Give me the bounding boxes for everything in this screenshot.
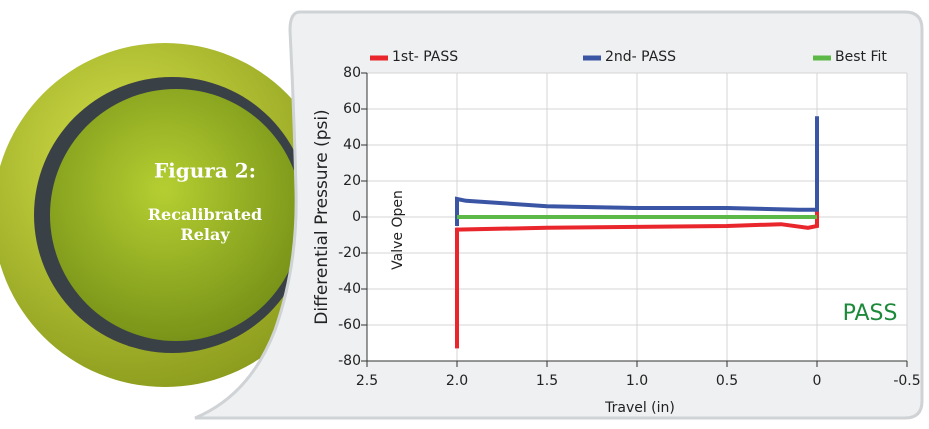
y-tick-label: 60 <box>343 101 361 117</box>
figure-caption: Recalibrated Relay <box>140 205 270 245</box>
x-tick-label: -0.5 <box>893 373 920 389</box>
x-tick-label: 0 <box>813 373 822 389</box>
y-tick-label: -40 <box>338 281 361 297</box>
x-tick-label: 2.0 <box>446 373 468 389</box>
x-axis-label: Travel (in) <box>604 400 675 416</box>
x-tick-label: 0.5 <box>716 373 738 389</box>
legend-label: 1st- PASS <box>392 49 458 65</box>
figure-label: Figura 2: <box>154 159 256 183</box>
page: Figura 2: Recalibrated Relay Differentia… <box>0 0 929 425</box>
y-axis-label: Differential Pressure (psi) <box>312 109 332 324</box>
y-tick-label: 80 <box>343 65 361 81</box>
legend-label: Best Fit <box>835 49 887 65</box>
y-tick-label: 0 <box>352 209 361 225</box>
y-tick-label: -80 <box>338 353 361 369</box>
y-tick-label: -20 <box>338 245 361 261</box>
x-tick-label: 1.5 <box>536 373 558 389</box>
chart: Figura 2: Recalibrated Relay Differentia… <box>0 0 929 425</box>
legend-label: 2nd- PASS <box>605 49 676 65</box>
caption-box: Recalibrated Relay <box>140 205 270 265</box>
y-tick-label: 40 <box>343 137 361 153</box>
y-tick-label: 20 <box>343 173 361 189</box>
annotation: Valve Open <box>390 190 406 270</box>
x-tick-label: 1.0 <box>626 373 648 389</box>
x-tick-label: 2.5 <box>356 373 378 389</box>
annotation: PASS <box>843 301 898 326</box>
y-tick-label: -60 <box>338 317 361 333</box>
